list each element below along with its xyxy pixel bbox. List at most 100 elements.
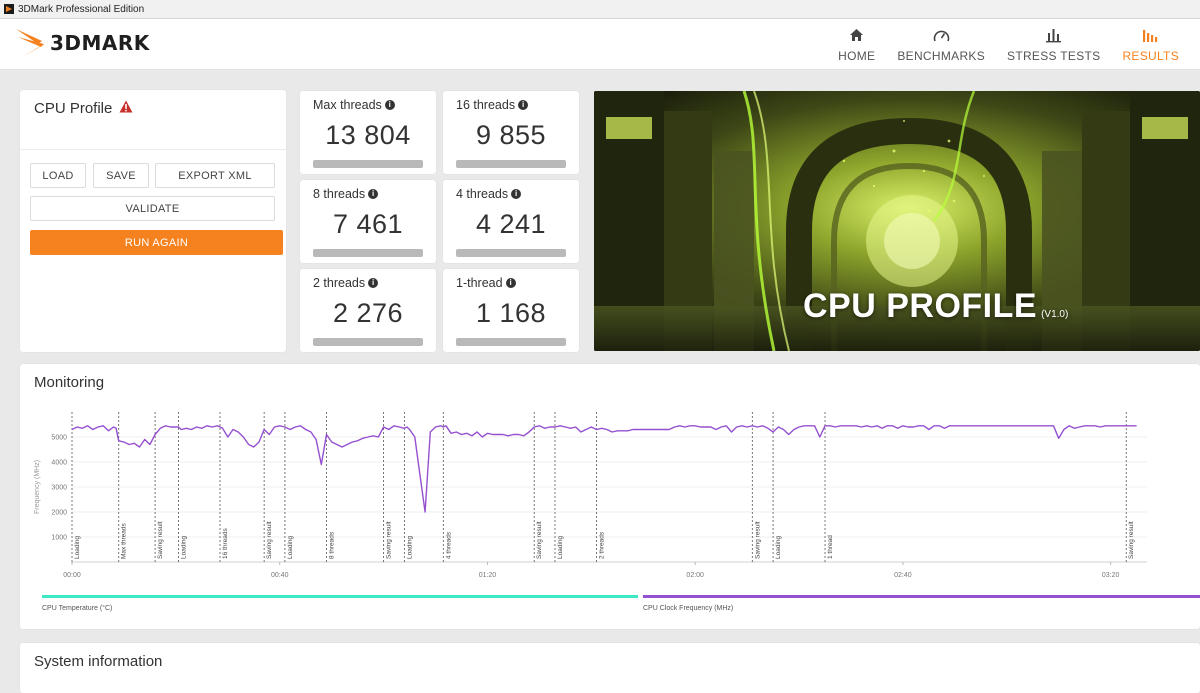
score-label: 2 threads (313, 276, 366, 290)
score-bar (313, 160, 423, 168)
chart-legend-label: CPU Clock Frequency (MHz) (643, 605, 733, 612)
score-card-1-thread: 1-thread i 1 168 (443, 269, 579, 352)
info-icon[interactable]: i (518, 100, 529, 110)
monitoring-panel: Monitoring Frequency (MHz) 1000 2000 3000 4… (20, 364, 1200, 629)
banner-title-text: CPU PROFILE (803, 287, 1038, 325)
score-label-row: 1-thread i (456, 276, 516, 290)
nav-benchmarks[interactable]: BENCHMARKS (886, 19, 996, 70)
chart-phase-label: 16 threads (222, 528, 229, 559)
chart-y-tick-label: 5000 (51, 435, 67, 442)
run-again-button[interactable]: RUN AGAIN (30, 230, 283, 255)
window-titlebar: 3DMark Professional Edition (0, 0, 1200, 19)
score-label: 16 threads (456, 98, 516, 112)
window-title: 3DMark Professional Edition (18, 3, 145, 15)
chart-x-tick-label: 02:40 (894, 572, 912, 579)
chart-phase-label: Saving result (1128, 521, 1135, 559)
info-icon[interactable]: i (511, 189, 522, 199)
cpu-profile-panel: CPU Profile LOAD SAVE EXPORT XML VALIDAT… (20, 90, 286, 352)
chart-phase-label: 4 threads (445, 531, 452, 559)
chart-y-axis-label: Frequency (MHz) (34, 460, 41, 514)
banner-artwork (594, 91, 1200, 351)
chart-x-tick-label: 03:20 (1102, 572, 1120, 579)
monitoring-title: Monitoring (34, 374, 105, 391)
chart-x-tick-label: 00:00 (63, 572, 81, 579)
chart-phase-label: Loading (74, 535, 81, 559)
score-bar (456, 249, 566, 257)
logo[interactable]: 3DMARK (14, 25, 150, 61)
warning-triangle-icon[interactable] (119, 100, 133, 117)
chart-phase-label: Loading (557, 535, 564, 559)
load-button[interactable]: LOAD (30, 163, 86, 188)
chart-legend-label: CPU Temperature (°C) (42, 604, 112, 612)
export-xml-button[interactable]: EXPORT XML (155, 163, 275, 188)
cpu-profile-banner: CPU PROFILE (V1.0) (594, 91, 1200, 351)
nav-results-label: RESULTS (1122, 48, 1179, 63)
monitoring-chart[interactable]: Frequency (MHz) 1000 2000 3000 4000 5000 Loa… (20, 364, 1200, 624)
score-label: 4 threads (456, 187, 509, 201)
chart-phase-label: Loading (775, 535, 782, 559)
info-icon[interactable]: i (505, 278, 516, 288)
chart-legend-swatch (42, 595, 638, 598)
stress-chart-icon (1045, 27, 1063, 44)
score-label-row: 2 threads i (313, 276, 379, 290)
info-icon[interactable]: i (368, 278, 379, 288)
nav-stress-tests[interactable]: STRESS TESTS (996, 19, 1111, 70)
score-label: 1-thread (456, 276, 503, 290)
info-icon[interactable]: i (384, 100, 395, 110)
app-header: 3DMARK HOME BENCHMARKS STRESS TESTS RESU… (0, 19, 1200, 70)
banner-title: CPU PROFILE (V1.0) (803, 287, 1068, 326)
score-bar (456, 160, 566, 168)
app-icon (4, 4, 14, 14)
score-card-8-threads: 8 threads i 7 461 (300, 180, 436, 263)
chart-phase-label: Saving result (157, 521, 164, 559)
score-value: 2 276 (332, 298, 404, 328)
logo-text: 3DMARK (50, 31, 150, 55)
chart-phase-label: 2 threads (599, 531, 606, 559)
home-icon (848, 27, 866, 44)
chart-series-line (71, 425, 1137, 513)
score-card-max-threads: Max threads i 13 804 (300, 91, 436, 174)
cpu-panel-divider (20, 149, 286, 150)
banner-version: (V1.0) (1041, 309, 1069, 320)
speedometer-icon (932, 27, 950, 44)
score-value: 4 241 (475, 209, 547, 239)
chart-phase-label: Max threads (121, 522, 128, 559)
score-label-row: 8 threads i (313, 187, 379, 201)
chart-y-tick-label: 4000 (51, 460, 67, 467)
score-card-4-threads: 4 threads i 4 241 (443, 180, 579, 263)
cpu-profile-title: CPU Profile (34, 100, 113, 117)
chart-phase-label: 1 thread (827, 535, 834, 559)
chart-x-tick-label: 00:40 (271, 572, 289, 579)
results-chart-icon (1142, 27, 1160, 44)
score-label: 8 threads (313, 187, 366, 201)
validate-button[interactable]: VALIDATE (30, 196, 275, 221)
chart-phase-label: Loading (180, 535, 187, 559)
score-value: 9 855 (475, 120, 547, 150)
chart-x-tick-label: 01:20 (479, 572, 497, 579)
nav-stress-tests-label: STRESS TESTS (1007, 48, 1101, 63)
system-info-title: System information (34, 653, 163, 670)
chart-phase-label: Saving result (266, 521, 273, 559)
logo-swoosh-icon (16, 29, 44, 57)
save-button[interactable]: SAVE (93, 163, 149, 188)
chart-y-tick-label: 2000 (51, 510, 67, 517)
chart-x-tick-label: 02:00 (686, 572, 704, 579)
nav-results[interactable]: RESULTS (1111, 19, 1190, 70)
chart-phase-label: Loading (287, 535, 294, 559)
cpu-profile-title-row: CPU Profile (34, 100, 133, 117)
chart-legend-swatch (643, 595, 1200, 598)
score-card-2-threads: 2 threads i 2 276 (300, 269, 436, 352)
chart-phase-label: Loading (406, 535, 413, 559)
main-nav: HOME BENCHMARKS STRESS TESTS RESULTS (827, 19, 1190, 70)
nav-home-label: HOME (838, 48, 876, 63)
chart-phase-label: Saving result (536, 521, 543, 559)
score-label-row: Max threads i (313, 98, 395, 112)
nav-home[interactable]: HOME (827, 19, 886, 70)
info-icon[interactable]: i (368, 189, 379, 199)
score-bar (313, 338, 423, 346)
score-bar (456, 338, 566, 346)
score-value: 13 804 (325, 120, 411, 150)
score-value: 7 461 (332, 209, 404, 239)
chart-phase-label: 8 threads (328, 531, 335, 559)
system-info-panel: System information (20, 643, 1200, 693)
